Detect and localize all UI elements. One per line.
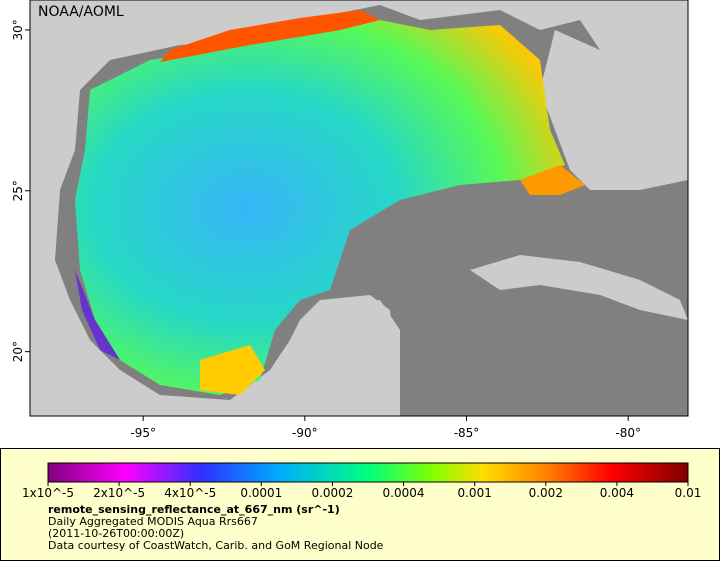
y-tick-label: 30° <box>11 19 25 40</box>
y-tick-label: 20° <box>11 341 25 362</box>
coastal-high <box>200 345 265 395</box>
info-line: (2011-10-26T00:00:00Z) <box>48 527 184 540</box>
colorbar-label: 0.01 <box>675 486 702 500</box>
coastal-high <box>520 165 585 195</box>
coastal-low <box>75 270 120 360</box>
florida <box>540 30 688 190</box>
colorbar-label: 0.002 <box>529 486 563 500</box>
cuba <box>470 255 688 320</box>
colorbar <box>47 462 689 483</box>
yucatan <box>300 300 400 416</box>
colorbar-label: 0.0002 <box>311 486 353 500</box>
info-line: Data courtesy of CoastWatch, Carib. and … <box>48 539 384 552</box>
colorbar-label: 0.004 <box>600 486 634 500</box>
colorbar-label: 0.001 <box>457 486 491 500</box>
colorbar-title: remote_sensing_reflectance_at_667_nm (sr… <box>48 503 340 516</box>
x-tick-label: -85° <box>454 426 480 440</box>
colorbar-label: 0.0001 <box>240 486 282 500</box>
colorbar-label: 0.0004 <box>383 486 425 500</box>
map: NOAA/AOML <box>29 0 689 417</box>
y-tick-label: 25° <box>11 180 25 201</box>
x-tick-label: -90° <box>292 426 318 440</box>
x-tick-label: -95° <box>130 426 156 440</box>
map-frame <box>29 0 689 417</box>
colorbar-label: 4x10^-5 <box>164 486 216 500</box>
credit: NOAA/AOML <box>38 4 124 20</box>
colorbar-label: 1x10^-5 <box>22 486 74 500</box>
x-tick-label: -80° <box>615 426 641 440</box>
colorbar-label: 2x10^-5 <box>93 486 145 500</box>
reflectance-field <box>75 20 565 395</box>
info-line: Daily Aggregated MODIS Aqua Rrs667 <box>48 515 258 528</box>
coastal-high <box>160 10 380 62</box>
